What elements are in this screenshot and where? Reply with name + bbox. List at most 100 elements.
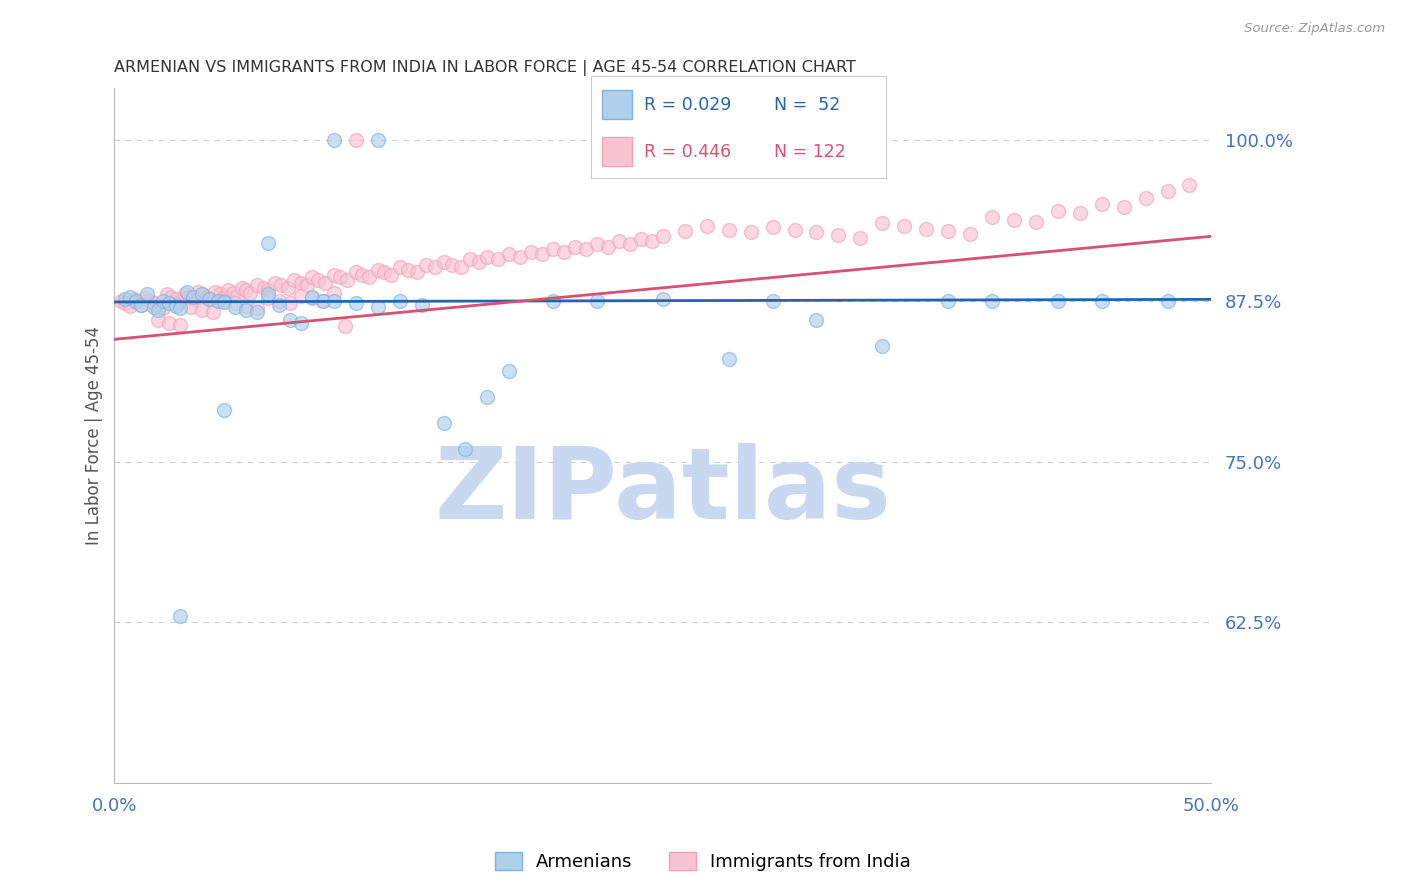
Point (827, 227, 849, 242)
Point (169, 295, 191, 310)
Point (411, 297, 433, 311)
Text: R = 0.029: R = 0.029 (644, 95, 731, 113)
Point (607, 235, 630, 249)
Point (1002, 212, 1025, 227)
Point (373, 265, 395, 279)
Point (441, 258, 464, 272)
Point (156, 287, 179, 301)
Point (110, 293, 132, 308)
Point (222, 285, 245, 300)
Point (458, 252, 481, 267)
Point (160, 290, 183, 304)
Point (224, 296, 246, 310)
Point (450, 260, 472, 275)
Point (586, 293, 609, 308)
Point (187, 285, 209, 299)
Point (344, 296, 367, 310)
Point (183, 293, 205, 307)
Point (915, 221, 938, 235)
Point (586, 237, 609, 252)
Point (191, 302, 214, 317)
Point (165, 299, 187, 313)
Point (257, 287, 280, 301)
Point (173, 287, 195, 301)
Point (415, 258, 437, 272)
Point (114, 296, 136, 310)
Point (1091, 197, 1114, 211)
Point (1046, 203, 1069, 218)
Point (129, 297, 152, 311)
Point (152, 301, 174, 316)
Point (129, 297, 152, 311)
Point (1112, 200, 1135, 214)
Point (357, 270, 380, 285)
Point (872, 339, 894, 353)
Point (380, 268, 402, 282)
Point (176, 285, 198, 299)
Point (283, 273, 305, 287)
Point (498, 364, 520, 378)
Point (191, 287, 214, 301)
Point (630, 232, 652, 246)
Point (1025, 215, 1047, 229)
Point (257, 291, 280, 305)
Point (312, 293, 335, 308)
Point (596, 239, 619, 253)
Point (1178, 178, 1201, 192)
Point (893, 219, 915, 233)
Point (432, 416, 454, 430)
Text: N = 122: N = 122 (773, 143, 845, 161)
Point (114, 293, 136, 307)
Point (352, 268, 374, 282)
Point (301, 270, 323, 285)
Point (301, 290, 323, 304)
Point (252, 281, 274, 295)
Point (406, 265, 429, 279)
Point (388, 293, 411, 308)
Point (212, 403, 235, 417)
Point (218, 284, 240, 298)
Point (936, 224, 959, 238)
Text: Source: ZipAtlas.com: Source: ZipAtlas.com (1244, 22, 1385, 36)
Point (278, 313, 301, 327)
Point (200, 293, 222, 307)
Point (136, 287, 159, 301)
Point (849, 230, 872, 244)
Point (169, 301, 191, 316)
Point (183, 290, 205, 304)
Point (297, 278, 319, 293)
Point (959, 227, 981, 241)
Point (477, 390, 499, 404)
Point (290, 316, 312, 330)
Point (157, 296, 180, 310)
Point (246, 301, 269, 316)
Point (125, 293, 148, 308)
Point (367, 262, 389, 277)
Y-axis label: In Labor Force | Age 45-54: In Labor Force | Age 45-54 (86, 326, 103, 545)
Point (169, 318, 191, 332)
Point (246, 305, 269, 319)
Point (125, 295, 148, 310)
Point (208, 287, 231, 301)
Point (235, 299, 257, 313)
Point (717, 351, 740, 366)
Point (267, 297, 290, 311)
FancyBboxPatch shape (602, 90, 631, 119)
Point (257, 284, 280, 298)
Point (257, 235, 280, 250)
Text: ZIPatlas: ZIPatlas (434, 443, 891, 540)
Point (696, 219, 718, 233)
Point (301, 291, 323, 305)
Point (520, 244, 543, 259)
Point (806, 313, 828, 327)
Point (717, 223, 740, 237)
Point (235, 302, 257, 317)
Point (278, 296, 301, 310)
Point (246, 278, 269, 293)
Point (212, 295, 235, 310)
Point (454, 442, 477, 456)
Point (564, 239, 586, 253)
Point (263, 276, 285, 290)
Point (165, 293, 187, 307)
Point (322, 133, 344, 147)
